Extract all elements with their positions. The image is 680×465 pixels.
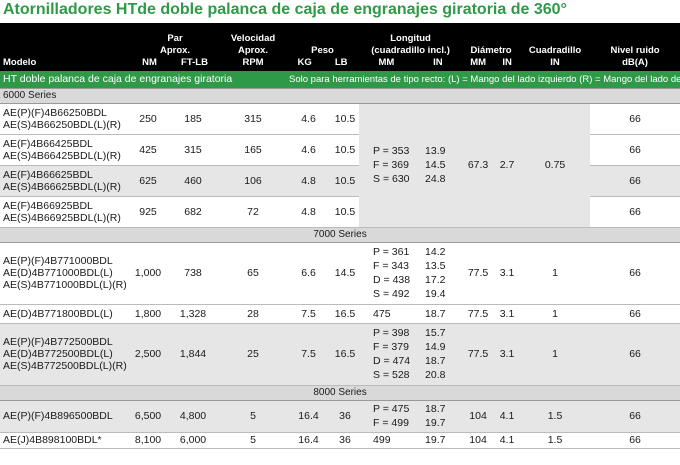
- table-row: AE(P)(F)4B771000BDL AE(D)4B771000BDL(L) …: [0, 242, 680, 305]
- col-length: Longitud (cuadradillo incl.) MM IN: [359, 23, 463, 71]
- page-title: Atornilladores HTde doble palanca de caj…: [3, 1, 567, 18]
- specs-table: Modelo Par Aprox. NM FT-LB Velocidad Aprox…: [0, 23, 680, 449]
- col-weight: Peso KG LB: [286, 23, 360, 71]
- table-row: AE(J)4B898100BDL* 8,100 6,000 5 16.4 36 …: [0, 432, 680, 449]
- table-row: AE(D)4B771800BDL(L) 1,800 1,328 28 7.5 1…: [0, 304, 680, 324]
- col-speed: Velocidad Aprox. RPM: [220, 23, 287, 71]
- table-row: AE(F)4B66925BDL AE(S)4B66925BDL(L)(R) 92…: [0, 196, 680, 228]
- header-row: Modelo Par Aprox. NM FT-LB Velocidad Aprox…: [0, 23, 680, 71]
- banner-left: HT doble palanca de caja de engranajes g…: [3, 73, 233, 86]
- col-diameter: Diámetro MM IN: [462, 23, 521, 71]
- col-torque: Par Aprox. NM FT-LB: [130, 23, 221, 71]
- series-heading: 8000 Series: [0, 384, 680, 401]
- col-model: Modelo: [0, 23, 130, 71]
- table-row: AE(P)(F)4B772500BDL AE(D)4B772500BDL(L) …: [0, 323, 680, 386]
- table-row: AE(P)(F)4B66250BDL AE(S)4B66250BDL(L)(R)…: [0, 103, 680, 228]
- series-heading: 7000 Series: [0, 226, 680, 243]
- length-mm-group: P = 353 F = 369 S = 630: [359, 103, 426, 228]
- col-noise: Nivel ruido dB(A): [590, 23, 680, 71]
- table-row: AE(F)4B66425BDL AE(S)4B66425BDL(L)(R) 42…: [0, 134, 680, 166]
- length-in-group: 13.9 14.5 24.8: [425, 103, 463, 228]
- banner-row: HT doble palanca de caja de engranajes g…: [0, 71, 680, 88]
- col-square: Cuadradillo IN: [520, 23, 591, 71]
- series-heading: 6000 Series: [0, 87, 680, 104]
- table-row: AE(P)(F)4B896500BDL 6,500 4,800 5 16.4 3…: [0, 400, 680, 433]
- banner-right: Solo para herramientas de tipo recto: (L…: [289, 73, 680, 85]
- table-row: AE(F)4B66625BDL AE(S)4B66625BDL(L)(R) 62…: [0, 165, 680, 197]
